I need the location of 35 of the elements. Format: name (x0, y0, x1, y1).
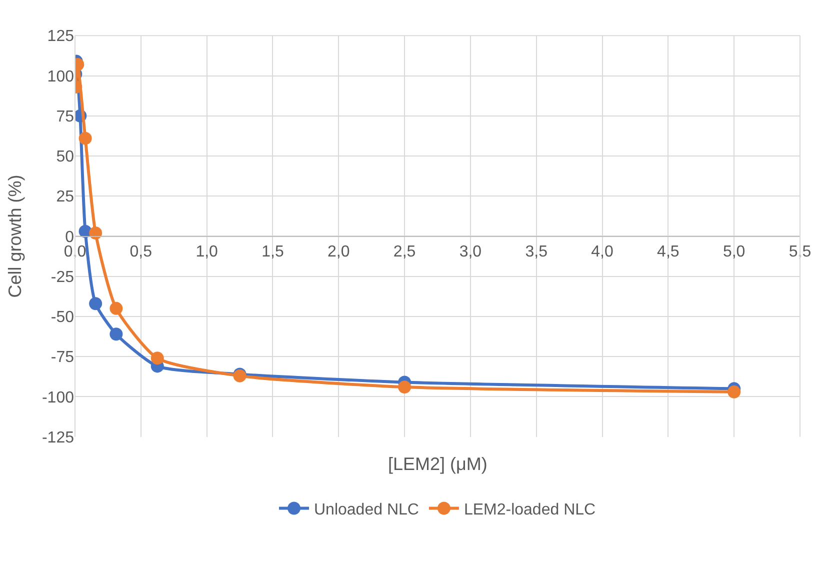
x-tick-label: 4,0 (591, 243, 614, 260)
y-tick-label: -75 (50, 349, 74, 366)
y-tick-label: -50 (50, 309, 74, 326)
y-tick-label: 50 (56, 148, 74, 166)
x-tick-label: 0,5 (130, 243, 152, 260)
y-tick-label: -125 (42, 429, 74, 446)
x-tick-label: 2,0 (328, 243, 350, 260)
x-tick-label: 2,5 (393, 243, 416, 260)
point (89, 226, 102, 240)
point (728, 385, 741, 398)
y-tick-label: 75 (56, 108, 74, 126)
x-tick-label: 1,0 (196, 243, 218, 260)
point (89, 297, 102, 310)
point (398, 380, 412, 394)
point (110, 328, 123, 341)
x-tick-label: 3,0 (459, 243, 482, 260)
point (110, 302, 123, 315)
x-tick-label: 0,0 (64, 243, 86, 260)
point (78, 132, 92, 145)
legend-label: Unloaded NLC (314, 502, 419, 519)
y-tick-label: -25 (50, 268, 74, 286)
y-tick-label: 100 (47, 68, 74, 86)
y-tick-label: 125 (47, 28, 74, 46)
y-axis-title: Cell growth (%) (5, 174, 26, 298)
legend-label: LEM2-loaded NLC (464, 502, 596, 519)
y-tick-label: 25 (56, 188, 74, 206)
x-tick-label: 5,0 (722, 243, 746, 260)
x-tick-label: 3,5 (525, 243, 548, 260)
x-axis-title: [LEM2] (μM) (388, 454, 488, 474)
y-tick-label: -100 (42, 389, 74, 406)
x-tick-label: 5,5 (788, 243, 812, 260)
point (150, 352, 164, 365)
y-tick-label: 0 (65, 228, 74, 246)
x-tick-label: 4,5 (657, 243, 680, 260)
x-tick-label: 1,5 (262, 243, 284, 260)
